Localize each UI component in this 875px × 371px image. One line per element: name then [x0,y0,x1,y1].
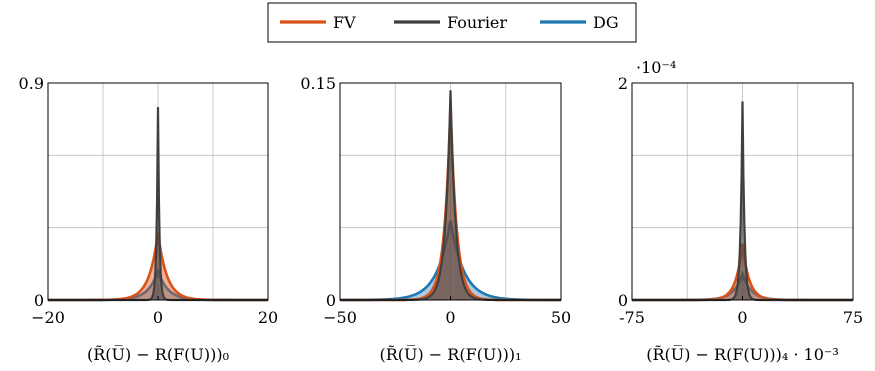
x-tick-label: 0 [445,308,455,327]
legend-entry-dg[interactable]: DG [540,13,619,32]
x-axis-label: (R̃(U̅) − R(F(U)))₀ [87,344,229,364]
legend-entry-fourier[interactable]: Fourier [394,13,507,32]
x-axis-label: (R̃(U̅) − R(F(U)))₁ [379,344,521,364]
series-area [340,90,561,300]
legend-label: DG [593,13,619,32]
series-fourier [48,107,268,302]
y-tick-label: 0 [34,291,44,310]
x-tick-label: 20 [258,308,278,327]
y-tick-label: 0.15 [300,74,336,93]
y-multiplier-label: ·10⁻⁴ [636,58,676,77]
y-tick-label: 0 [618,291,628,310]
series-fourier [340,90,561,302]
x-tick-label: −50 [323,308,357,327]
legend-entry-fv[interactable]: FV [280,13,356,32]
x-tick-label: 50 [551,308,571,327]
x-tick-label: -75 [619,308,645,327]
series-fourier [632,101,853,302]
legend: FV Fourier DG [267,2,637,43]
x-axis-label: (R̃(U̅) − R(F(U)))₄ · 10⁻³ [646,344,839,364]
x-tick-label: 0 [737,308,747,327]
y-tick-label: 0.9 [19,74,44,93]
legend-label: FV [333,13,356,32]
x-tick-label: 75 [843,308,863,327]
y-tick-label: 0 [326,291,336,310]
x-tick-label: 0 [153,308,163,327]
series-area [632,101,853,300]
y-tick-label: 2 [618,74,628,93]
legend-label: Fourier [447,13,507,32]
x-tick-label: −20 [31,308,65,327]
